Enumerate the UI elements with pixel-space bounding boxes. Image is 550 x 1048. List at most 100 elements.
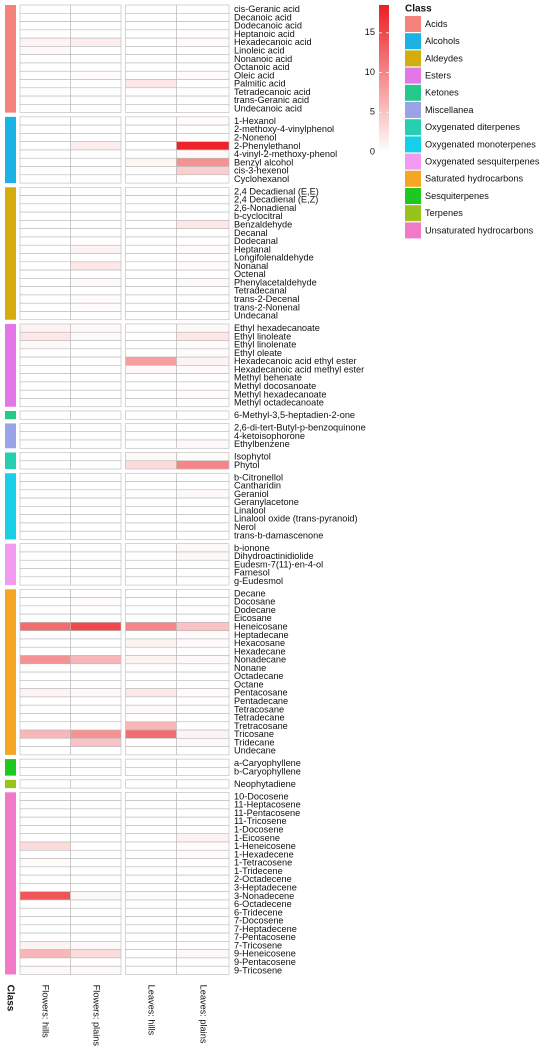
heat-cell <box>70 965 122 975</box>
class-strip <box>5 759 16 776</box>
heat-cell <box>176 713 230 723</box>
row-label: 1-Tridecene <box>234 866 283 876</box>
class-strip <box>5 423 16 449</box>
heat-cell <box>125 924 177 934</box>
legend-swatch <box>405 33 421 50</box>
heat-cell <box>19 891 71 901</box>
row-label: Nonanoic acid <box>234 54 292 64</box>
heat-cell <box>19 141 71 151</box>
legend-label: Oxygenated sesquiterpenes <box>425 157 540 167</box>
heat-cell <box>176 389 230 399</box>
heat-cell <box>176 356 230 366</box>
heat-cell <box>176 46 230 55</box>
heat-cell <box>176 373 230 383</box>
heat-cell <box>70 543 122 553</box>
heat-cell <box>70 530 122 540</box>
heat-cell <box>125 340 177 350</box>
heat-cell <box>19 721 71 731</box>
heat-cell <box>19 833 71 843</box>
heat-cell <box>70 559 122 569</box>
colorbar-label: 10 <box>365 67 375 77</box>
row-label: 1-Heneicosene <box>234 841 296 851</box>
heat-cell <box>176 340 230 350</box>
heat-cell <box>176 808 230 818</box>
heat-cell <box>125 481 177 491</box>
legend-swatch <box>405 170 421 187</box>
heat-cell <box>19 439 71 449</box>
heat-cell <box>19 800 71 810</box>
heat-cell <box>125 688 177 698</box>
heat-cell <box>176 302 230 312</box>
heat-cell <box>19 269 71 279</box>
heat-cell <box>70 916 122 926</box>
heat-cell <box>19 941 71 950</box>
heat-cell <box>176 124 230 134</box>
heat-cell <box>125 211 177 221</box>
heat-cell <box>125 841 177 851</box>
heat-cell <box>125 530 177 540</box>
row-label: Ethyl hexadecanoate <box>234 323 320 333</box>
heat-cell <box>70 704 122 714</box>
row-label: Tretracosane <box>234 721 288 731</box>
column-label: Flowers: plains <box>92 985 102 1047</box>
legend-label: Saturated hydrocarbons <box>425 174 523 184</box>
row-label: Geranylacetone <box>234 497 299 507</box>
heat-cell <box>70 211 122 221</box>
heat-cell <box>70 858 122 868</box>
heat-cell <box>19 460 71 470</box>
heat-cell <box>176 800 230 810</box>
row-label: b-cyclocitral <box>234 211 283 221</box>
class-strip <box>5 187 16 320</box>
heat-cell <box>19 294 71 304</box>
heat-cell <box>176 825 230 835</box>
legend-swatch <box>405 50 421 67</box>
row-label: Phytol <box>234 460 260 470</box>
heat-cell <box>125 729 177 739</box>
heat-cell <box>125 348 177 358</box>
row-label: 6-Methyl-3,5-heptadien-2-one <box>234 410 355 420</box>
row-label: Isophytol <box>234 452 271 462</box>
heat-cell <box>70 551 122 561</box>
heat-cell <box>125 792 177 801</box>
heat-cell <box>70 381 122 391</box>
heat-cell <box>125 758 177 768</box>
heat-cell <box>125 286 177 296</box>
row-label: 1-Hexadecene <box>234 849 294 859</box>
class-strip <box>5 323 16 407</box>
row-label: 11-Tricosene <box>234 816 287 826</box>
heat-cell <box>125 452 177 462</box>
heat-cell <box>125 597 177 607</box>
heat-cell <box>176 858 230 868</box>
heat-cell <box>176 244 230 254</box>
heat-cell <box>176 481 230 491</box>
heat-cell <box>176 671 230 681</box>
heat-cell <box>70 203 122 213</box>
heat-cell <box>125 833 177 843</box>
legend-label: Unsaturated hydrocarbons <box>425 225 534 235</box>
row-label: Octanoic acid <box>234 62 290 72</box>
heat-cell <box>125 87 177 97</box>
column-label: Leaves: hills <box>147 985 157 1036</box>
heat-cell <box>70 157 122 167</box>
row-label: Hexadecanoic acid <box>234 37 312 47</box>
heat-cell <box>70 758 122 768</box>
heat-cell <box>19 597 71 607</box>
heat-cell <box>19 149 71 159</box>
heat-cell <box>70 220 122 229</box>
row-label: Dodecanoic acid <box>234 21 302 31</box>
heat-cell <box>70 104 122 113</box>
row-label: Cantharidin <box>234 481 281 491</box>
row-label: cis-3-hexenol <box>234 166 289 176</box>
legend-label: Sesquiterpenes <box>425 191 489 201</box>
heat-cell <box>70 779 122 789</box>
heat-cell <box>176 211 230 221</box>
heat-cell <box>176 924 230 934</box>
heat-cell <box>176 965 230 975</box>
heat-cell <box>70 149 122 159</box>
legend-swatch <box>405 136 421 153</box>
heat-cell <box>70 4 122 14</box>
heat-cell <box>125 278 177 287</box>
heat-cell <box>176 957 230 967</box>
heat-cell <box>19 104 71 113</box>
heat-cell <box>19 497 71 507</box>
